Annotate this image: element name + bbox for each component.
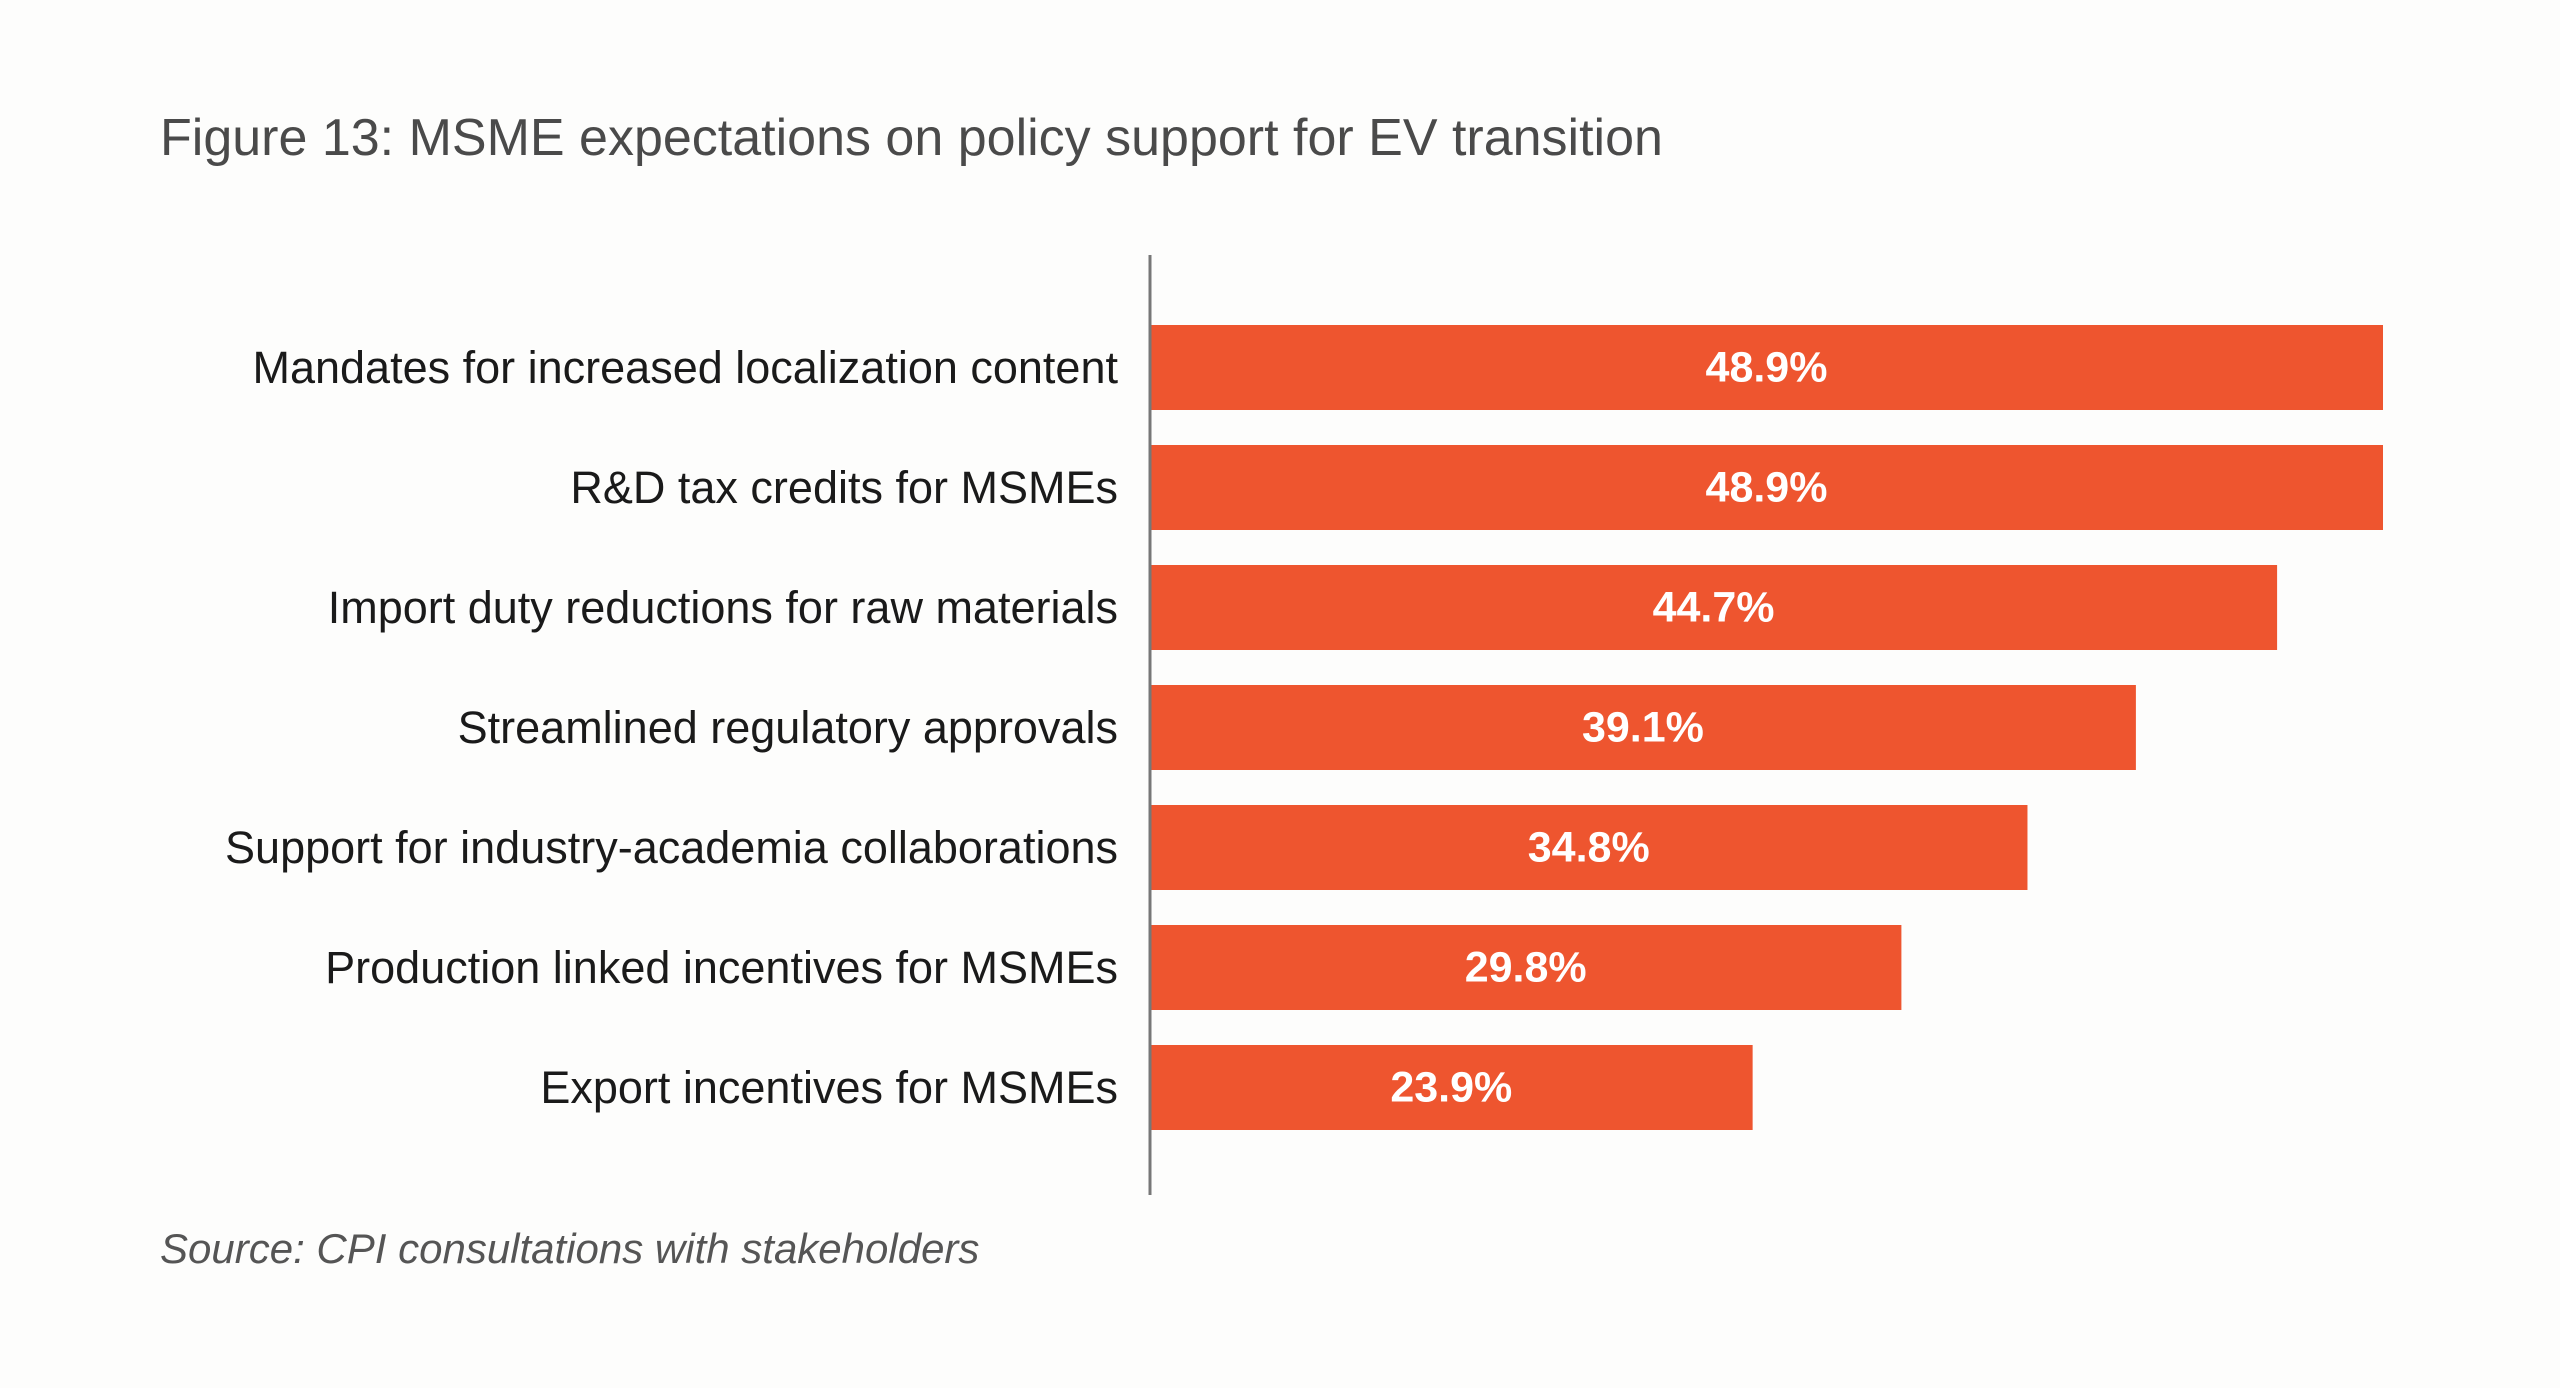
- bar-value-label: 23.9%: [1390, 1064, 1512, 1112]
- bar-value-label: 44.7%: [1653, 584, 1775, 632]
- category-label: Support for industry-academia collaborat…: [225, 822, 1118, 873]
- bar-value-label: 39.1%: [1582, 704, 1704, 752]
- category-label: Mandates for increased localization cont…: [252, 342, 1118, 393]
- chart-source-note: Source: CPI consultations with stakehold…: [160, 1225, 980, 1272]
- bar-value-label: 34.8%: [1528, 824, 1650, 872]
- bar-value-label: 29.8%: [1465, 944, 1587, 992]
- category-label: R&D tax credits for MSMEs: [570, 462, 1118, 513]
- bar: [1150, 805, 2028, 890]
- category-label: Production linked incentives for MSMEs: [325, 942, 1118, 993]
- bar: [1150, 685, 2136, 770]
- chart-title: Figure 13: MSME expectations on policy s…: [160, 109, 1663, 167]
- bar: [1150, 565, 2278, 650]
- category-label: Export incentives for MSMEs: [540, 1062, 1118, 1113]
- category-label: Streamlined regulatory approvals: [458, 702, 1118, 753]
- bar-value-label: 48.9%: [1706, 344, 1828, 392]
- bar: [1150, 925, 1902, 1010]
- bar: [1150, 445, 2383, 530]
- bar: [1150, 1045, 1753, 1130]
- bar-value-label: 48.9%: [1706, 464, 1828, 512]
- category-label: Import duty reductions for raw materials: [328, 582, 1118, 633]
- bar: [1150, 325, 2383, 410]
